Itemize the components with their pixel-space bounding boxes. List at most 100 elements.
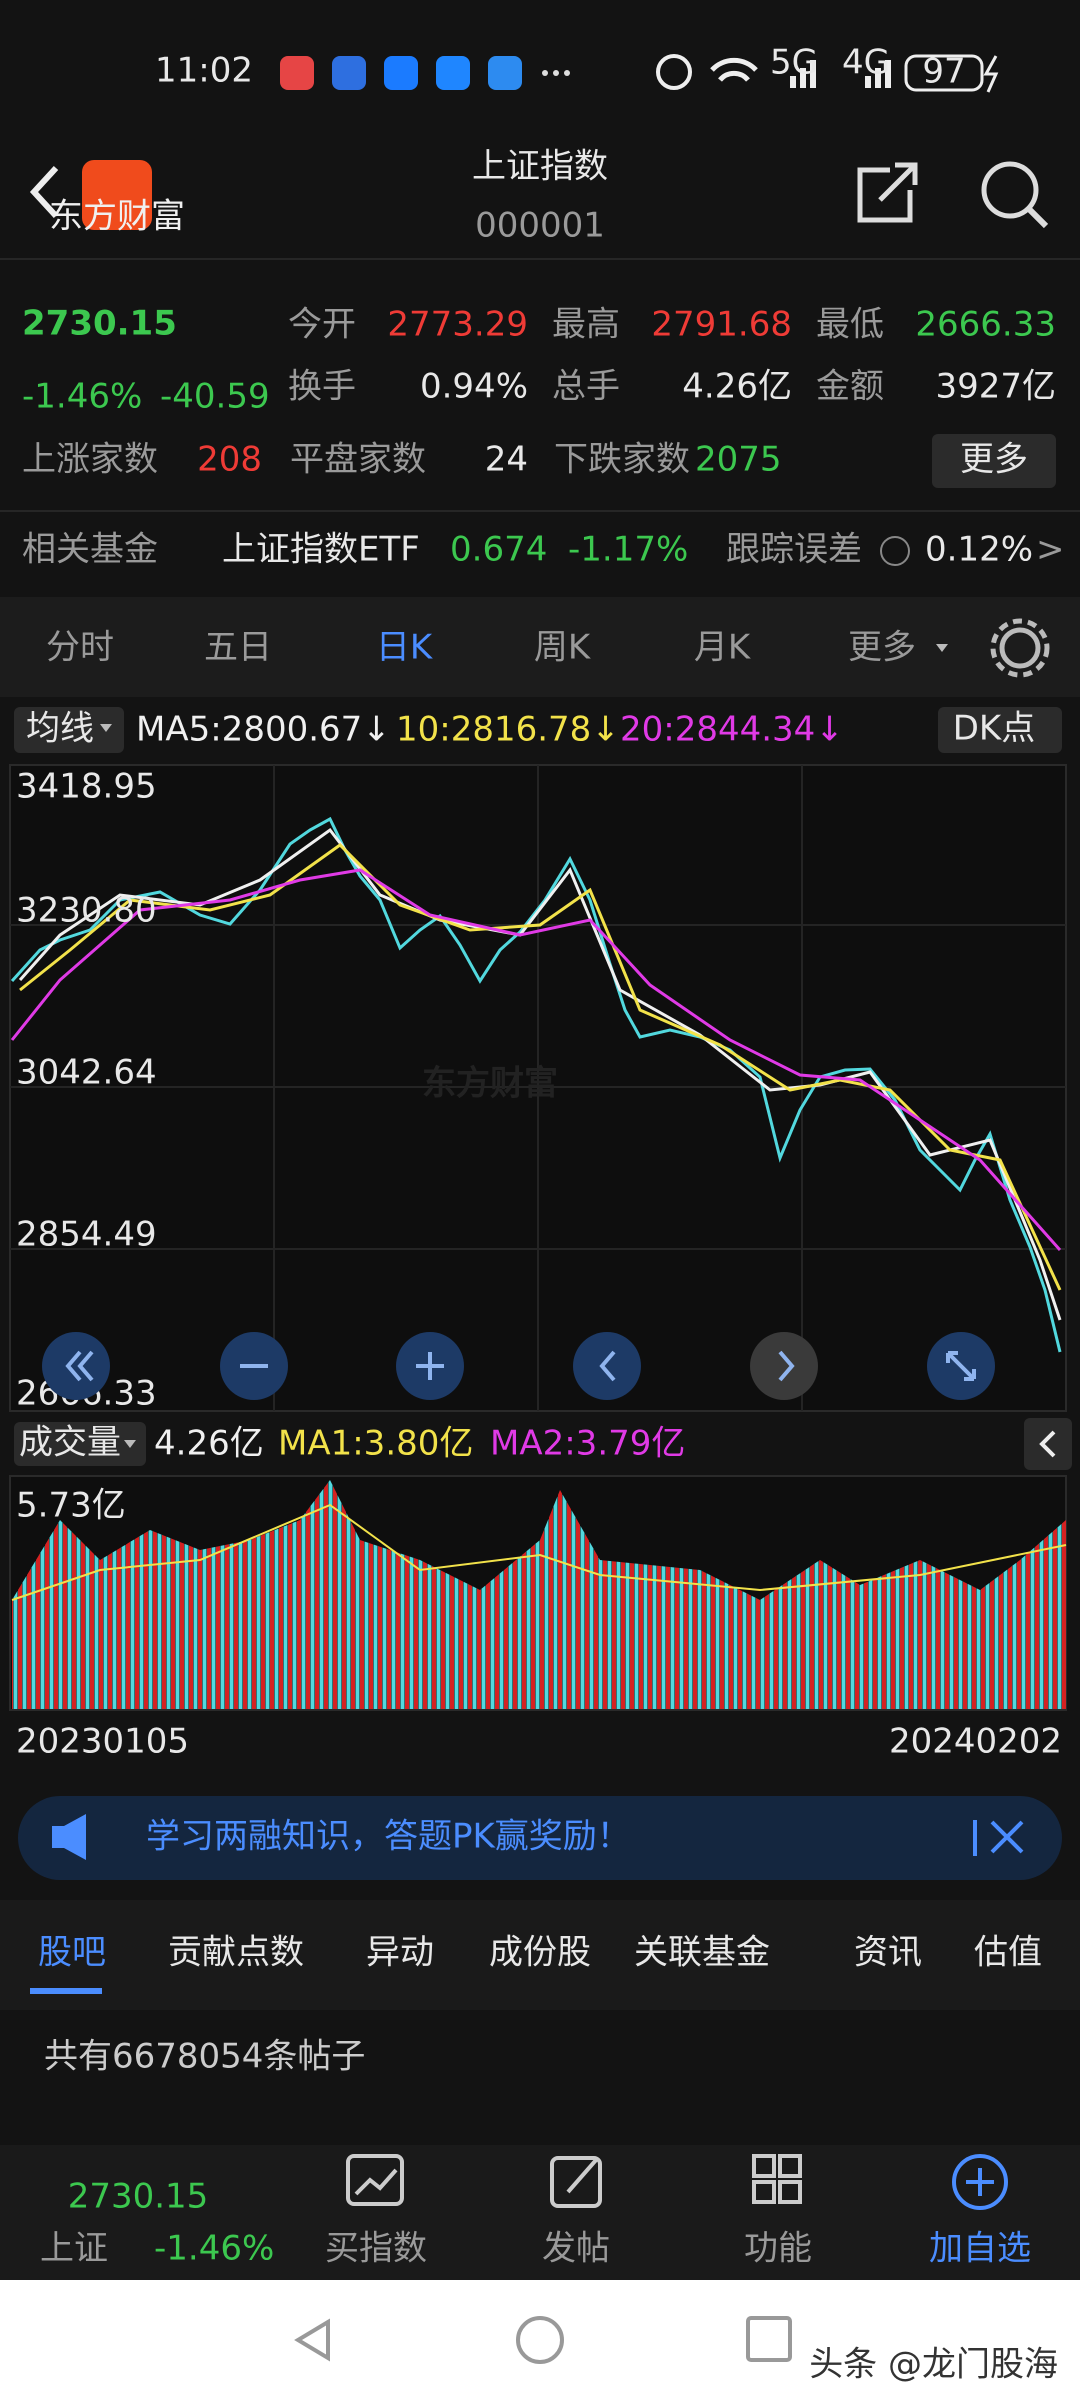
field-value: 0.94%: [420, 367, 528, 407]
footer-watermark: 头条 @龙门股海: [809, 2345, 1058, 2385]
tab-underline: [30, 1988, 102, 1994]
banner[interactable]: [18, 1796, 1062, 1880]
grid: [10, 765, 1066, 1411]
field-value: 3927亿: [935, 367, 1056, 407]
nav-item[interactable]: 买指数: [325, 2229, 427, 2269]
system-nav: [0, 2280, 1080, 2400]
network-label: 5G: [770, 43, 818, 83]
bottom-price: 2730.15: [68, 2177, 209, 2217]
fund-price: 0.674: [450, 530, 547, 570]
tracking-error-label: 跟踪误差: [726, 530, 862, 570]
content-tab[interactable]: 成份股: [489, 1933, 591, 1973]
dk-button[interactable]: [938, 707, 1062, 753]
end-date: 20240202: [889, 1722, 1062, 1762]
status-time: 11:02: [155, 51, 253, 91]
field-label: 金额: [816, 367, 884, 407]
divider: [0, 510, 1080, 512]
bottom-pct: -1.46%: [154, 2229, 274, 2269]
y-axis-label: 3042.64: [16, 1053, 157, 1093]
period-tab[interactable]: 日K: [376, 628, 434, 668]
fund-arrow[interactable]: >: [1036, 530, 1065, 570]
field-value: 2666.33: [915, 305, 1056, 345]
nav-icons: [346, 2154, 1008, 2210]
zoom-controls[interactable]: [42, 1332, 995, 1400]
field-label: 最高: [552, 305, 620, 345]
more-button[interactable]: [932, 434, 1056, 488]
field-value: 4.26亿: [682, 367, 792, 407]
share-button[interactable]: [857, 162, 918, 223]
nav-item[interactable]: 发帖: [542, 2229, 610, 2269]
nav-item[interactable]: 加自选: [929, 2229, 1031, 2269]
breadth-label: 上涨家数: [22, 440, 158, 480]
system-buttons[interactable]: [294, 2316, 792, 2364]
search-button[interactable]: [981, 161, 1049, 229]
volume-button[interactable]: [14, 1422, 146, 1466]
dropdown-arrow: [936, 644, 948, 652]
bottom-nav: [0, 2145, 1080, 2280]
nav-item[interactable]: 功能: [744, 2229, 812, 2269]
breadth-label: 下跌家数: [554, 440, 690, 480]
ma-button[interactable]: [14, 707, 124, 753]
vol-ma-line: [11, 1503, 1067, 1601]
volume: 4.26亿: [154, 1424, 264, 1464]
settings-button[interactable]: [990, 618, 1050, 678]
collapse-icon: [1039, 1430, 1056, 1458]
collapse-button[interactable]: [1024, 1418, 1072, 1470]
fund-label: 相关基金: [22, 530, 158, 570]
banner-text[interactable]: 学习两融知识，答题PK赢奖励！: [146, 1817, 631, 1857]
field-label: 最低: [816, 305, 884, 345]
vol-ma1: MA1:3.80亿: [278, 1424, 473, 1464]
network-label: 4G: [842, 43, 890, 83]
content-tab[interactable]: 贡献点数: [168, 1933, 304, 1973]
tabs2-bar: [0, 1900, 1080, 2010]
page-title: 上证指数: [472, 147, 608, 187]
period-tab[interactable]: 更多: [848, 628, 916, 668]
breadth-value: 208: [197, 440, 262, 480]
fund-pct: -1.17%: [568, 530, 688, 570]
watermark: 东方财富: [422, 1064, 558, 1104]
y-axis-label: 3418.95: [16, 767, 157, 807]
content-tab[interactable]: 资讯: [854, 1933, 922, 1973]
field-label: 总手: [552, 367, 620, 407]
stock-code: 000001: [475, 206, 605, 246]
help-icon[interactable]: [880, 536, 910, 566]
banner-close[interactable]: [973, 1820, 1024, 1856]
period-tab[interactable]: 周K: [534, 628, 592, 668]
start-date: 20230105: [16, 1722, 189, 1762]
volume-button-label[interactable]: 成交量: [19, 1423, 121, 1463]
period-tab[interactable]: 分时: [46, 628, 114, 668]
breadth-value: 24: [485, 440, 528, 480]
post-count: 共有6678054条帖子: [44, 2037, 365, 2077]
content-tab[interactable]: 异动: [366, 1933, 434, 1973]
change: -40.59: [160, 377, 270, 417]
period-tab[interactable]: 月K: [694, 628, 752, 668]
content-tab[interactable]: 股吧: [38, 1933, 106, 1973]
field-label: 今开: [288, 305, 356, 345]
period-tab[interactable]: 五日: [204, 628, 272, 668]
fund-name: 上证指数ETF: [222, 530, 420, 570]
field-label: 换手: [288, 367, 356, 407]
dk-button-label[interactable]: DK点: [953, 709, 1035, 749]
more-button-label[interactable]: 更多: [960, 440, 1028, 480]
field-value: 2773.29: [387, 305, 528, 345]
dropdown-arrow: [100, 724, 112, 732]
y-axis-label: 3230.80: [16, 891, 157, 931]
logo-text: 东方财富: [49, 197, 185, 237]
content-tab[interactable]: 估值: [974, 1933, 1042, 1973]
dropdown-arrow: [124, 1440, 136, 1448]
ma-button-label[interactable]: 均线: [26, 709, 94, 749]
period-tabs: [0, 597, 1080, 697]
y-axis-label: 2854.49: [16, 1215, 157, 1255]
ma10: 10:2816.78↓: [396, 710, 620, 750]
volume-max: 5.73亿: [16, 1486, 126, 1526]
app-logo: [82, 160, 152, 230]
back-button[interactable]: [29, 165, 59, 219]
breadth-label: 平盘家数: [290, 440, 426, 480]
megaphone-icon: [52, 1814, 86, 1860]
price: 2730.15: [22, 304, 177, 344]
divider: [0, 258, 1080, 260]
content-tab[interactable]: 关联基金: [634, 1933, 770, 1973]
change-pct: -1.46%: [22, 377, 142, 417]
bottom-name: 上证: [40, 2229, 108, 2269]
